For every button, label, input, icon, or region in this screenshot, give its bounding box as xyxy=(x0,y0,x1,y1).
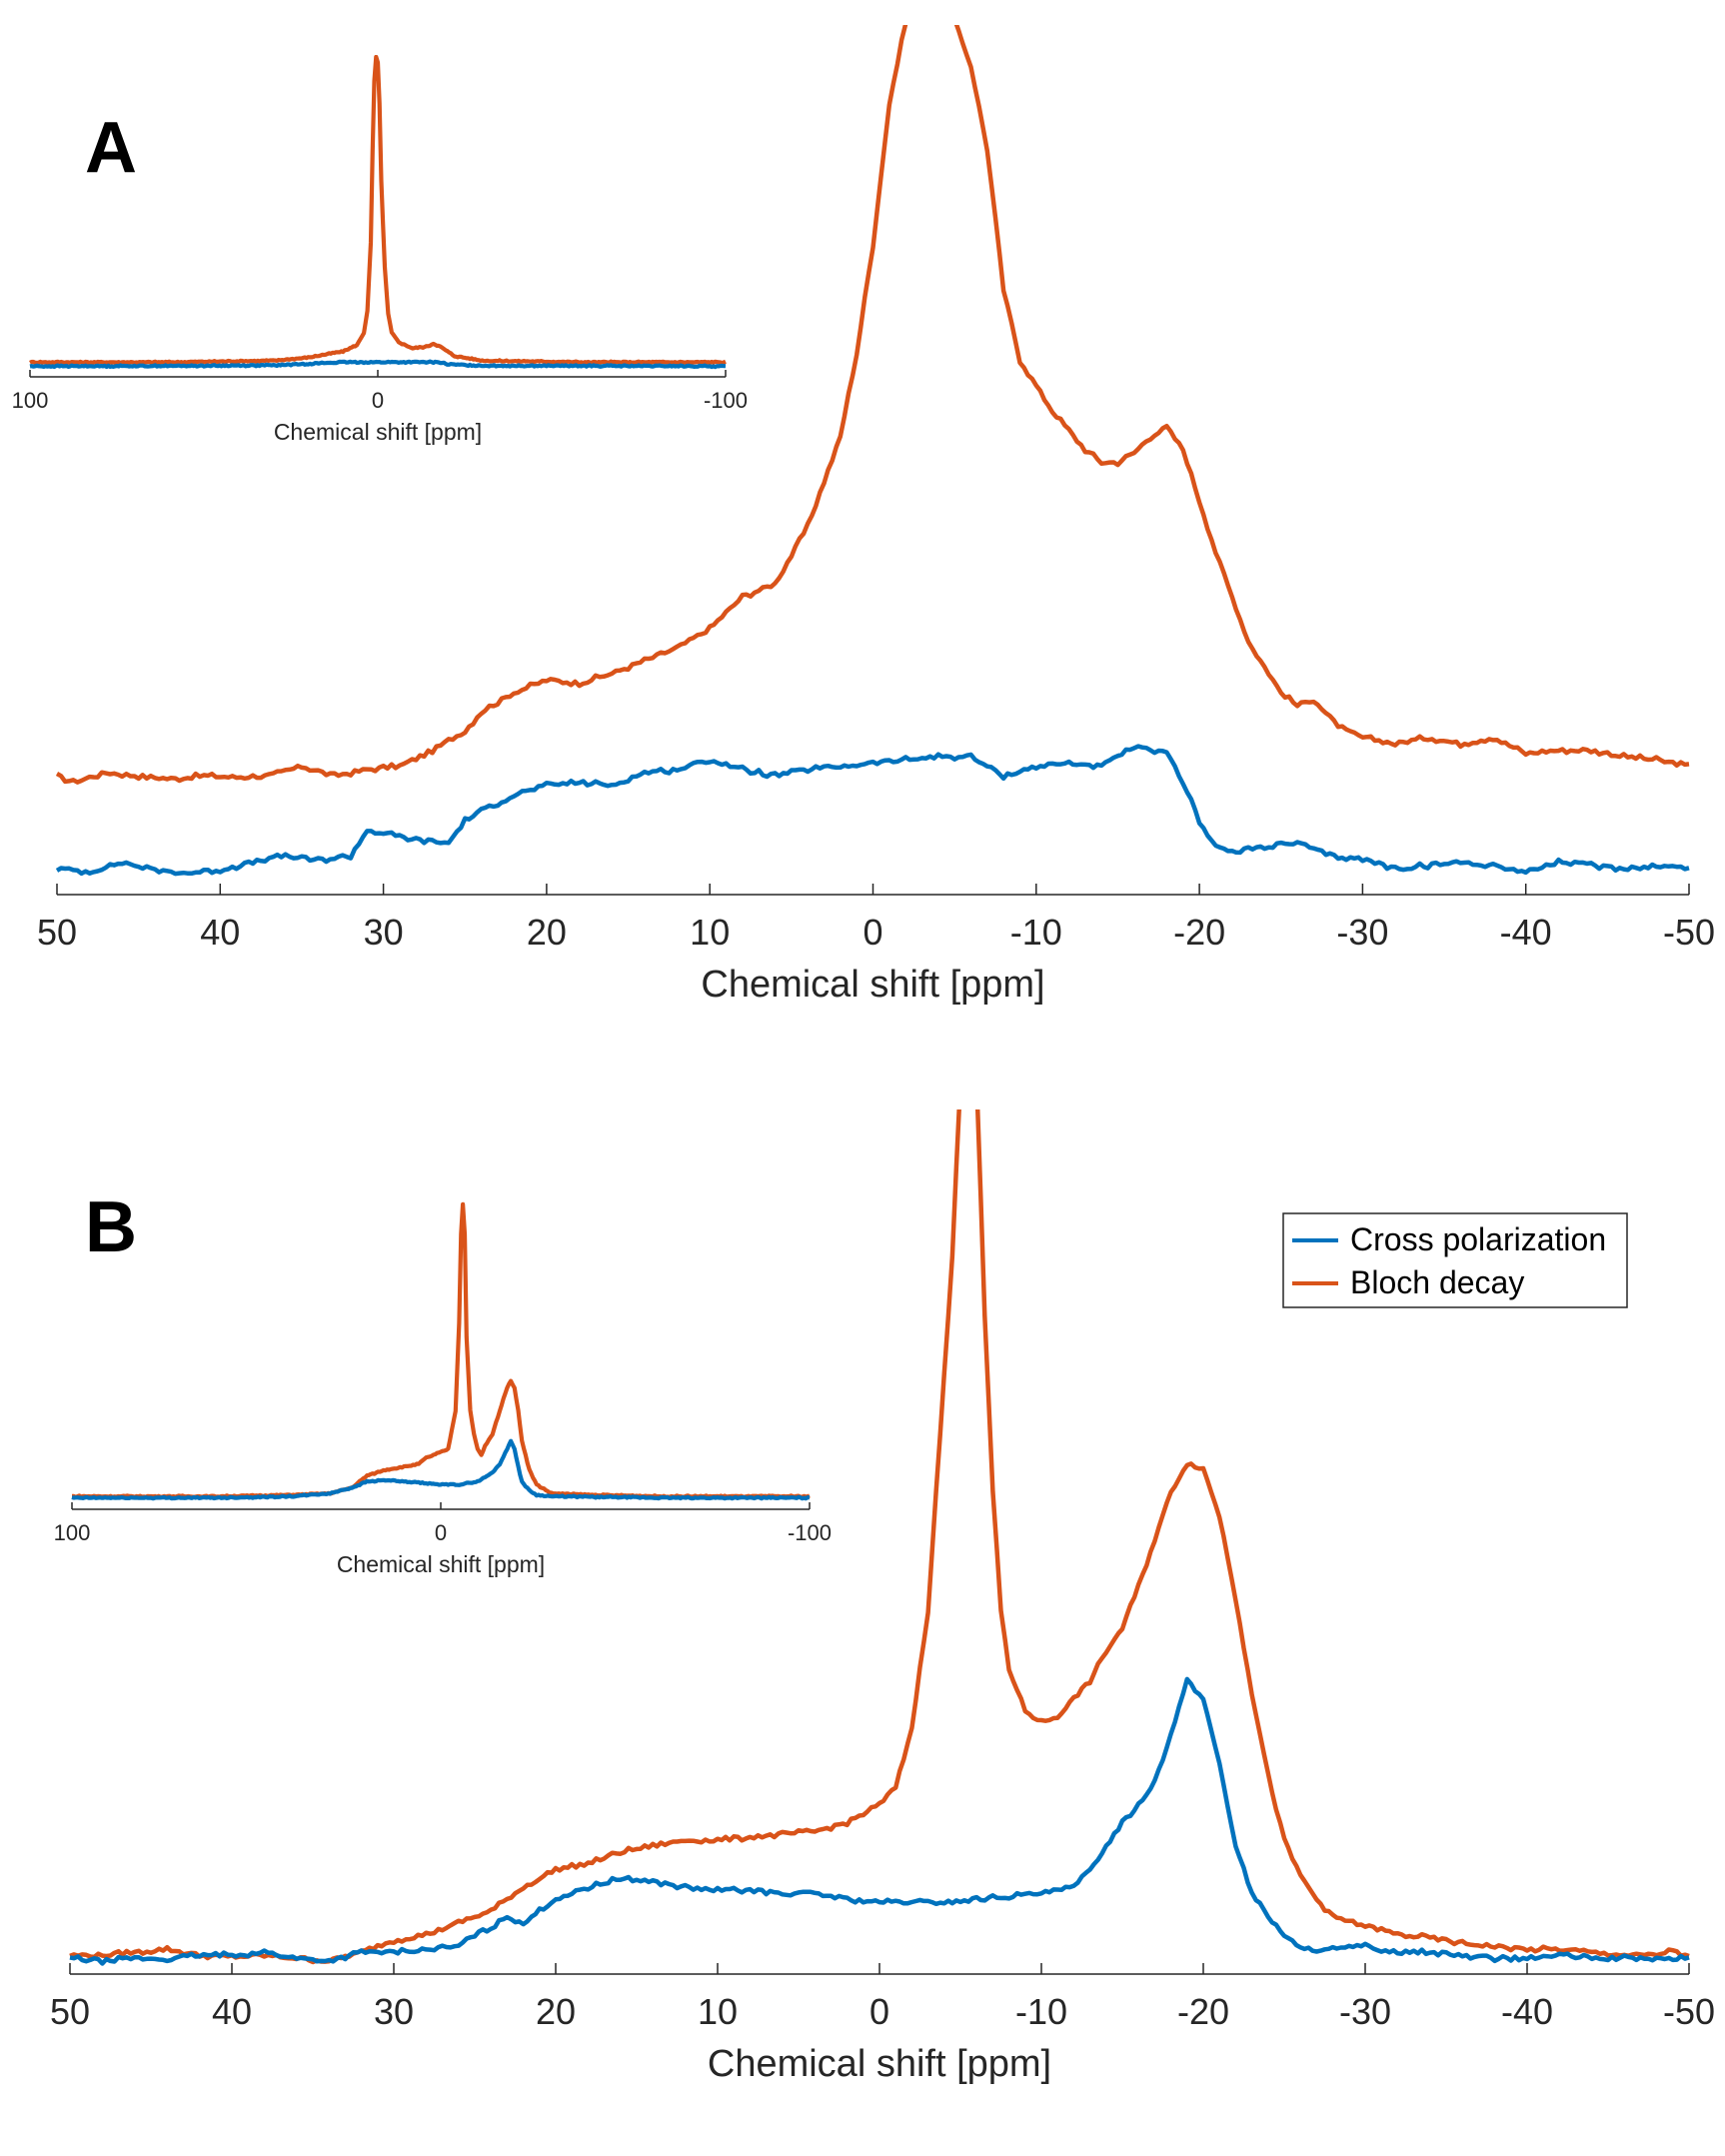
cross-polarization-series-line xyxy=(29,359,727,370)
x-tick-label: 40 xyxy=(212,1991,252,2032)
x-tick-label: -100 xyxy=(704,388,748,413)
cross-polarization-series-line xyxy=(69,1676,1690,1966)
panel-a-inset-plot: 100 0 -100 Chemical shift [ppm] xyxy=(12,55,748,445)
bloch-decay-series-line xyxy=(29,55,727,366)
x-tick-label: 50 xyxy=(50,1991,90,2032)
x-tick-label: -100 xyxy=(788,1520,832,1545)
x-axis-title: Chemical shift [ppm] xyxy=(274,419,482,445)
panel-b-inset-plot: 100 0 -100 Chemical shift [ppm] xyxy=(54,1201,832,1577)
x-tick-label: 0 xyxy=(869,1991,889,2032)
x-tick-label: -30 xyxy=(1336,912,1388,953)
x-tick-label: 20 xyxy=(536,1991,576,2032)
x-tick-label: -40 xyxy=(1501,1991,1553,2032)
x-tick-label: 50 xyxy=(37,912,77,953)
panel-a-main-plot: 50 40 30 20 10 0 -10 -20 -30 -40 -50 Chemical shift… xyxy=(37,25,1715,1006)
x-tick-label: 0 xyxy=(372,388,384,413)
x-tick-label: 100 xyxy=(54,1520,91,1545)
x-tick-label: -40 xyxy=(1500,912,1552,953)
x-tick-label: 100 xyxy=(12,388,49,413)
x-tick-label: -20 xyxy=(1177,1991,1229,2032)
x-tick-label: 10 xyxy=(698,1991,738,2032)
bloch-decay-series-line xyxy=(55,25,1690,785)
x-tick-label: -50 xyxy=(1663,1991,1715,2032)
panel-a-label: A xyxy=(85,108,137,188)
x-axis-title: Chemical shift [ppm] xyxy=(337,1551,545,1577)
legend-cross-polarization-label: Cross polarization xyxy=(1350,1221,1606,1257)
legend-bloch-decay-label: Bloch decay xyxy=(1350,1264,1524,1300)
x-tick-label: 10 xyxy=(690,912,730,953)
bloch-decay-series-line xyxy=(69,1109,1690,1965)
x-tick-label: -20 xyxy=(1173,912,1225,953)
bloch-decay-series-line xyxy=(71,1201,811,1499)
x-tick-label: 0 xyxy=(435,1520,447,1545)
x-axis-title: Chemical shift [ppm] xyxy=(701,964,1044,1006)
panel-b-label: B xyxy=(85,1187,137,1267)
x-tick-label: -10 xyxy=(1015,1991,1067,2032)
x-tick-label: -50 xyxy=(1663,912,1715,953)
x-axis-title: Chemical shift [ppm] xyxy=(708,2043,1051,2085)
x-tick-label: 40 xyxy=(200,912,240,953)
legend-box xyxy=(1282,1212,1628,1308)
x-tick-label: 30 xyxy=(374,1991,414,2032)
x-tick-label: -10 xyxy=(1010,912,1062,953)
x-tick-label: 0 xyxy=(862,912,882,953)
x-tick-label: 30 xyxy=(364,912,404,953)
cross-polarization-series-line xyxy=(55,744,1690,877)
cross-polarization-series-line xyxy=(71,1438,811,1501)
legend: Cross polarization Bloch decay xyxy=(1282,1212,1628,1308)
x-tick-label: 20 xyxy=(527,912,567,953)
x-tick-label: -30 xyxy=(1339,1991,1391,2032)
